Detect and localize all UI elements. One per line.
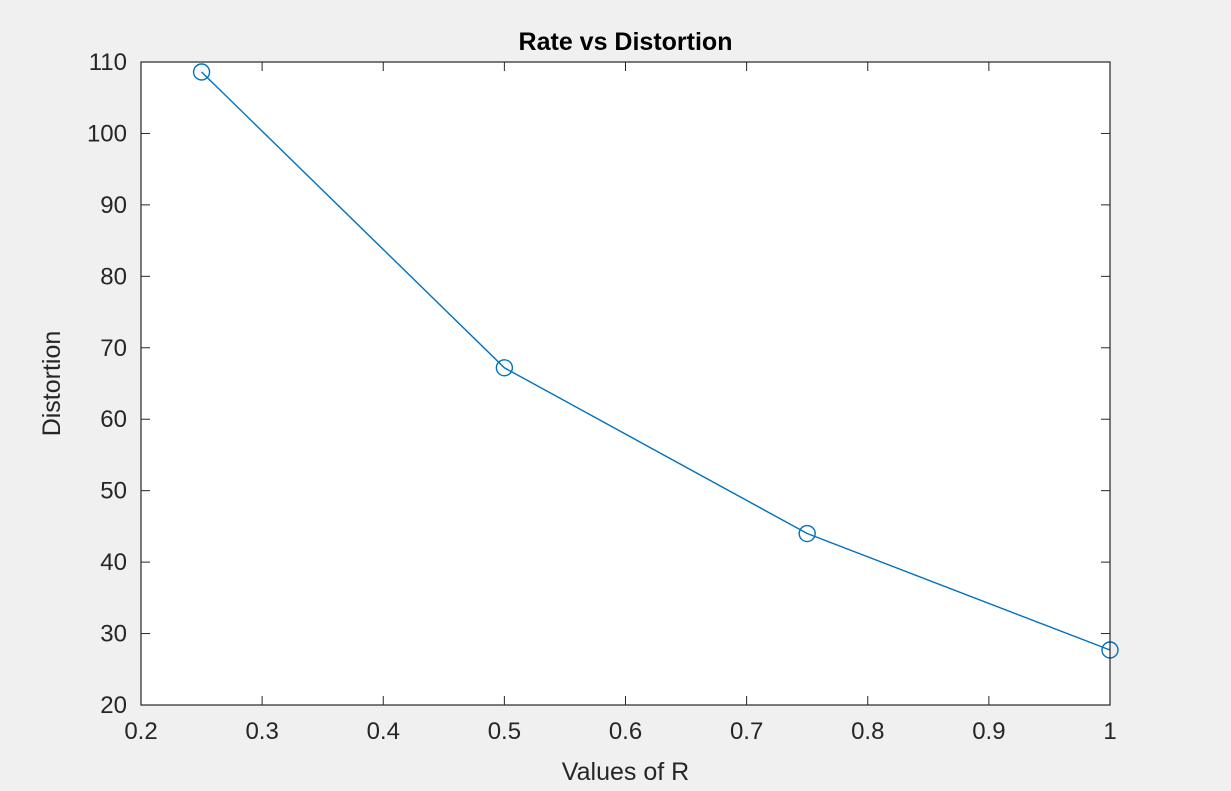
- series-layer: [192, 63, 1119, 659]
- y-tick-label: 110: [89, 49, 127, 76]
- x-tick-label: 0.7: [730, 718, 763, 745]
- x-axis-label: Values of R: [562, 758, 689, 786]
- tick-labels: 0.2 0.3 0.4 0.5 0.6 0.7 0.8 0.9 1 20 30 40 50 60 70 80 9…: [87, 49, 1117, 745]
- x-tick-label: 0.5: [488, 718, 521, 745]
- x-tick-label: 0.6: [609, 718, 642, 745]
- y-tick-label: 20: [100, 692, 127, 719]
- x-tick-label: 0.8: [851, 718, 884, 745]
- y-tick-label: 40: [100, 549, 127, 576]
- y-tick-label: 70: [100, 335, 127, 362]
- plot-area: [141, 62, 1110, 705]
- x-tick-label: 0.2: [124, 718, 157, 745]
- x-tick-label: 0.3: [245, 718, 278, 745]
- y-tick-label: 100: [87, 120, 127, 147]
- data-point-marker: [192, 63, 211, 81]
- x-tick-label: 0.4: [367, 718, 400, 745]
- chart-title: Rate vs Distortion: [519, 28, 733, 56]
- y-tick-label: 90: [100, 192, 127, 219]
- y-axis-label: Distortion: [38, 331, 66, 437]
- y-tick-label: 80: [100, 263, 127, 290]
- x-tick-label: 0.9: [972, 718, 1005, 745]
- data-point-marker: [798, 524, 816, 543]
- x-tick-label: 1: [1103, 718, 1116, 745]
- y-tick-label: 60: [100, 406, 127, 433]
- axes-box: [140, 61, 1111, 706]
- y-tick-label: 50: [100, 478, 127, 505]
- y-tick-label: 30: [100, 621, 127, 648]
- series-line: [201, 71, 1111, 651]
- data-point-marker: [495, 359, 514, 377]
